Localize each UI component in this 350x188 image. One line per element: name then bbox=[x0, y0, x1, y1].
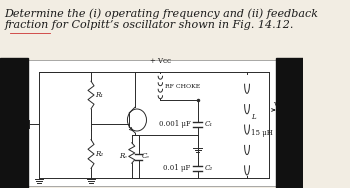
Bar bbox=[276, 58, 303, 188]
Text: L: L bbox=[251, 113, 256, 121]
Text: C₁: C₁ bbox=[204, 120, 213, 128]
Text: fraction for Colpitt’s oscillator shown in Fig. 14.12.: fraction for Colpitt’s oscillator shown … bbox=[4, 20, 294, 30]
Text: + Vᴄᴄ: + Vᴄᴄ bbox=[150, 57, 171, 65]
Bar bbox=[0, 58, 28, 188]
Text: C₂: C₂ bbox=[204, 164, 213, 172]
Text: 0.01 μF: 0.01 μF bbox=[163, 164, 191, 172]
Text: 15 μH: 15 μH bbox=[251, 129, 273, 137]
Text: Rₑ: Rₑ bbox=[119, 152, 127, 161]
Bar bbox=[28, 60, 276, 186]
Text: Vₒᵤₜ: Vₒᵤₜ bbox=[273, 101, 286, 109]
Text: R₁: R₁ bbox=[95, 91, 103, 99]
Text: Cₑ: Cₑ bbox=[142, 152, 150, 161]
Text: RF CHOKE: RF CHOKE bbox=[165, 83, 200, 89]
Text: 0.001 μF: 0.001 μF bbox=[159, 120, 191, 128]
Text: Determine the (i) operating frequency and (ii) feedback: Determine the (i) operating frequency an… bbox=[4, 8, 318, 19]
Text: R₂: R₂ bbox=[95, 150, 103, 158]
